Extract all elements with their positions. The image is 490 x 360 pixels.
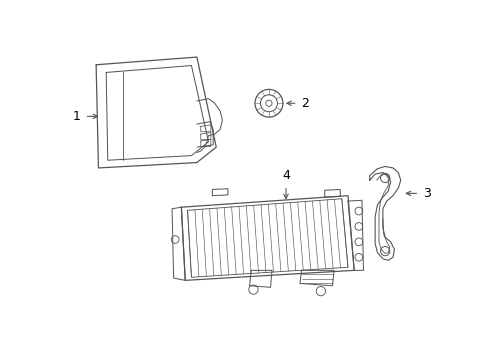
Text: 4: 4 xyxy=(282,169,290,182)
Text: 2: 2 xyxy=(301,97,309,110)
Text: 1: 1 xyxy=(73,110,81,123)
Text: 3: 3 xyxy=(423,187,431,200)
